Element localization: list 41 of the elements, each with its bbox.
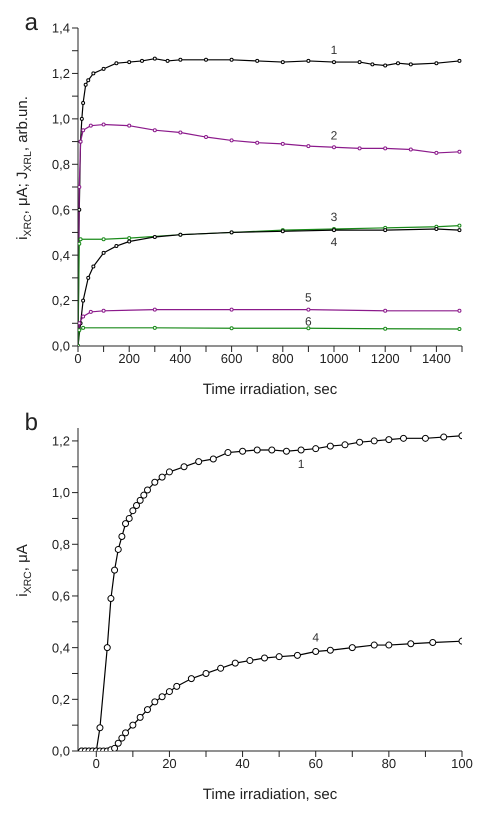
y-tick-label: 1,4	[52, 20, 70, 36]
series-label: 3	[330, 210, 338, 224]
y-tick-label: 0,2	[52, 692, 70, 707]
x-tick-label: 400	[170, 351, 192, 366]
chart-title: a	[24, 9, 39, 36]
series-label: 2	[330, 128, 338, 142]
y-tick-label: 1,2	[52, 434, 70, 449]
x-tick-label: 100	[451, 756, 473, 772]
x-tick-label: 1000	[320, 351, 348, 366]
x-tick-label: 40	[235, 756, 250, 772]
y-tick-label: 0,6	[52, 588, 70, 604]
y-tick-label: 0,8	[52, 156, 70, 172]
x-tick-label: 60	[308, 756, 323, 772]
x-axis-title: Time irradiation, sec	[202, 381, 338, 398]
series-label: 4	[312, 630, 320, 645]
y-tick-label: 0,6	[52, 202, 70, 218]
y-tick-label: 1,0	[52, 485, 70, 500]
x-tick-label: 1400	[422, 351, 451, 366]
x-tick-label: 20	[162, 756, 177, 772]
x-axis-title: Time irradiation, sec	[202, 786, 338, 803]
y-tick-label: 1,2	[52, 66, 70, 82]
chart-title: b	[24, 409, 38, 436]
x-tick-label: 1200	[370, 351, 400, 366]
y-tick-label: 0,4	[52, 248, 70, 263]
y-tick-label: 0,2	[52, 293, 70, 308]
x-tick-label: 800	[272, 351, 294, 366]
x-tick-label: 0	[74, 351, 82, 366]
y-tick-label: 0,0	[52, 744, 70, 759]
series-label: 1	[298, 456, 305, 471]
series-label: 1	[330, 43, 338, 58]
y-tick-label: 1,0	[52, 111, 70, 126]
x-tick-label: 0	[92, 756, 100, 772]
series-label: 4	[330, 235, 338, 250]
series-label: 5	[305, 290, 312, 305]
y-tick-label: 0,4	[52, 640, 70, 656]
y-tick-label: 0,0	[52, 338, 70, 354]
x-tick-label: 200	[118, 351, 140, 366]
x-tick-label: 80	[382, 756, 396, 772]
series-label: 6	[305, 314, 312, 328]
x-tick-label: 600	[220, 351, 242, 366]
y-tick-label: 0,8	[52, 536, 70, 552]
